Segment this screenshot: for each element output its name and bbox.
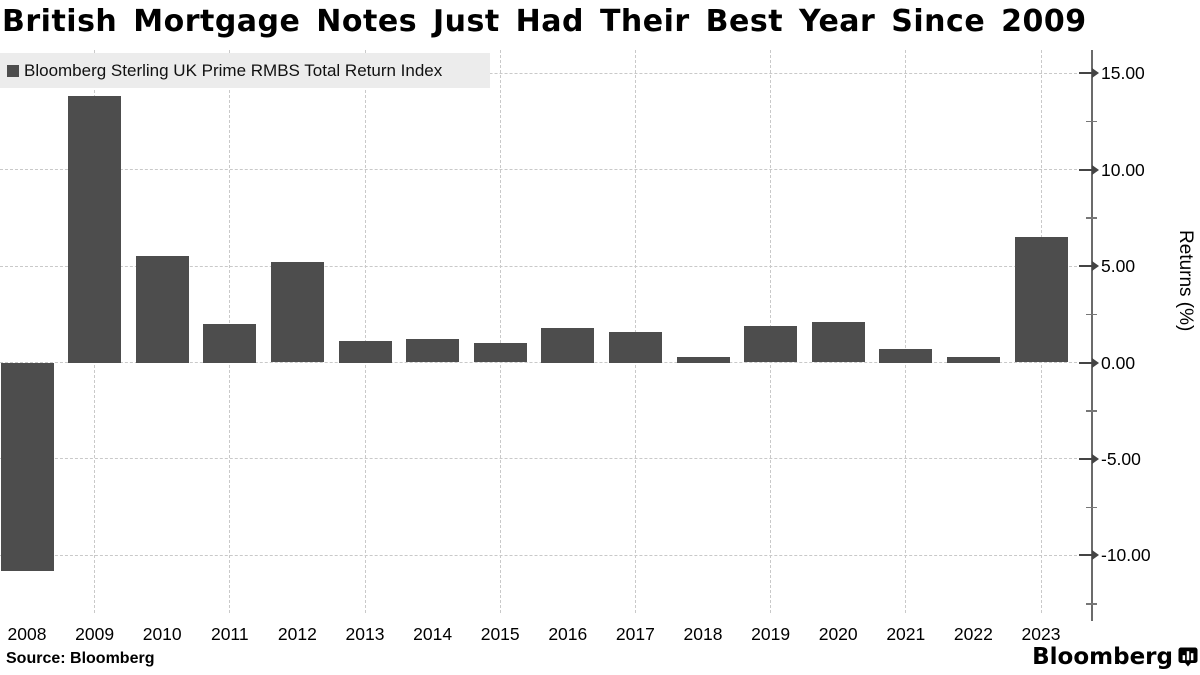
y-tick-minor [1086, 217, 1097, 219]
y-tick-label: 5.00 [1101, 256, 1136, 277]
y-axis-title: Returns (%) [1175, 230, 1196, 332]
chart-title: British Mortgage Notes Just Had Their Be… [2, 4, 1087, 39]
y-tick-arrow-icon [1092, 164, 1099, 175]
y-tick-label: 10.00 [1101, 159, 1145, 180]
h-gridline [0, 169, 1092, 171]
y-tick-major [1079, 361, 1092, 364]
bar-2018 [676, 356, 730, 363]
bar-2019 [744, 325, 798, 363]
v-gridline [634, 50, 636, 613]
y-tick-arrow-icon [1092, 453, 1099, 464]
x-tick-label: 2022 [953, 624, 993, 644]
bloomberg-terminal-icon [1178, 647, 1198, 667]
bar-2010 [135, 256, 189, 363]
y-tick-major [1079, 168, 1092, 171]
h-gridline [0, 362, 1092, 363]
x-tick-label: 2016 [548, 624, 588, 644]
y-tick-minor [1086, 410, 1097, 412]
y-tick-arrow-icon [1092, 550, 1099, 561]
y-axis-line [1091, 50, 1093, 621]
x-tick-label: 2019 [751, 624, 791, 644]
x-tick-label: 2020 [818, 624, 858, 644]
x-tick-label: 2021 [886, 624, 926, 644]
x-tick-label: 2023 [1021, 624, 1061, 644]
x-tick-label: 2015 [480, 624, 520, 644]
y-tick-minor [1086, 506, 1097, 509]
bar-2008 [0, 362, 54, 571]
y-tick-minor [1086, 603, 1097, 605]
x-tick-label: 2008 [7, 624, 47, 644]
bar-2017 [608, 331, 662, 363]
bar-2016 [541, 327, 595, 363]
bar-2014 [406, 339, 460, 363]
y-tick-label: 15.00 [1101, 63, 1145, 84]
bloomberg-logo-text: Bloomberg [1032, 644, 1173, 670]
bar-2013 [338, 341, 392, 363]
y-tick-minor [1086, 313, 1097, 316]
h-gridline [0, 458, 1092, 460]
h-gridline [0, 72, 1092, 74]
bar-2009 [68, 96, 122, 363]
y-tick-major [1079, 457, 1092, 460]
x-tick-label: 2010 [142, 624, 182, 644]
bar-2020 [811, 321, 865, 363]
y-tick-major [1079, 265, 1092, 268]
source-note: Source: Bloomberg [6, 650, 155, 667]
x-tick-label: 2017 [615, 624, 655, 644]
bar-2011 [203, 323, 257, 363]
x-tick-label: 2012 [277, 624, 317, 644]
y-tick-label: -5.00 [1101, 448, 1141, 469]
h-gridline [0, 554, 1092, 556]
bar-2022 [946, 356, 1000, 363]
legend: Bloomberg Sterling UK Prime RMBS Total R… [0, 53, 490, 88]
bar-2023 [1014, 237, 1068, 363]
bloomberg-logo: Bloomberg [1032, 644, 1198, 670]
y-tick-arrow-icon [1092, 357, 1099, 368]
x-tick-label: 2014 [413, 624, 453, 644]
x-tick-label: 2009 [75, 624, 115, 644]
y-tick-major [1079, 72, 1092, 75]
y-tick-arrow-icon [1092, 261, 1099, 272]
y-tick-major [1079, 554, 1092, 557]
h-gridline [0, 265, 1092, 267]
x-tick-label: 2013 [345, 624, 385, 644]
x-tick-label: 2018 [683, 624, 723, 644]
legend-swatch-icon [7, 64, 19, 77]
v-gridline [905, 50, 907, 613]
y-tick-arrow-icon [1092, 68, 1099, 79]
legend-label: Bloomberg Sterling UK Prime RMBS Total R… [24, 60, 443, 80]
bar-2015 [473, 343, 527, 363]
bar-2012 [270, 262, 324, 363]
v-gridline [364, 50, 366, 613]
v-gridline [499, 50, 501, 613]
y-tick-minor [1086, 120, 1097, 123]
y-tick-label: -10.00 [1101, 545, 1151, 566]
y-tick-label: 0.00 [1101, 352, 1136, 373]
x-tick-label: 2011 [210, 624, 249, 644]
bar-2021 [879, 349, 933, 363]
